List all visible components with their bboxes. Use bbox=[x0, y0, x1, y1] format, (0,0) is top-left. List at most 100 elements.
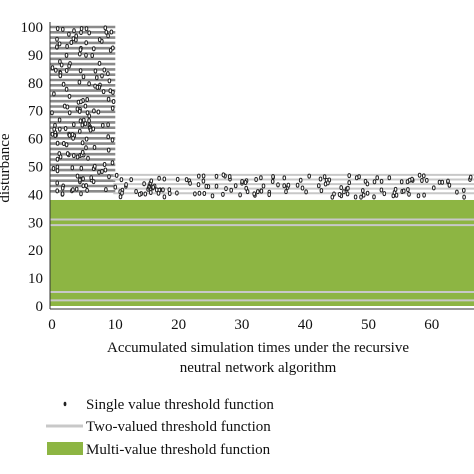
single-value-point bbox=[271, 174, 275, 180]
single-value-point bbox=[78, 118, 83, 124]
single-value-point bbox=[365, 190, 370, 196]
single-value-point bbox=[72, 28, 76, 34]
single-value-point bbox=[347, 173, 352, 179]
single-value-point bbox=[51, 166, 56, 171]
single-value-point bbox=[75, 154, 80, 160]
single-value-point bbox=[79, 165, 84, 171]
y-tick-label: 10 bbox=[28, 271, 43, 287]
single-value-point bbox=[92, 108, 96, 114]
x-tick-label: 10 bbox=[108, 317, 123, 333]
single-value-point bbox=[345, 191, 350, 197]
single-value-point bbox=[256, 189, 260, 195]
single-value-point bbox=[58, 73, 63, 79]
single-value-point bbox=[62, 141, 66, 146]
single-value-point bbox=[89, 175, 93, 181]
single-value-point bbox=[61, 81, 66, 87]
single-value-point bbox=[143, 191, 148, 197]
single-value-point bbox=[193, 191, 197, 197]
single-value-point bbox=[168, 191, 172, 196]
single-value-point bbox=[58, 59, 62, 65]
single-value-point bbox=[102, 162, 107, 167]
single-value-point bbox=[67, 31, 71, 37]
legend: Single value threshold function Two-valu… bbox=[46, 397, 274, 458]
single-value-point bbox=[372, 194, 376, 200]
single-value-point bbox=[387, 175, 392, 181]
single-value-point bbox=[462, 187, 466, 193]
single-value-point bbox=[88, 127, 93, 133]
single-value-point bbox=[243, 180, 248, 185]
single-value-point bbox=[318, 176, 323, 182]
single-value-point bbox=[60, 185, 65, 191]
single-value-point bbox=[84, 136, 89, 142]
single-value-point bbox=[157, 175, 161, 181]
single-value-point bbox=[86, 155, 90, 161]
x-axis-title-line-1: Accumulated simulation times under the r… bbox=[107, 340, 409, 356]
single-value-point bbox=[197, 173, 201, 179]
single-value-point bbox=[468, 174, 473, 180]
y-tick-label: 20 bbox=[28, 243, 43, 259]
single-value-point bbox=[54, 67, 58, 73]
single-value-point bbox=[162, 194, 167, 200]
single-value-point bbox=[210, 193, 215, 199]
single-value-point bbox=[300, 185, 305, 191]
single-value-point bbox=[72, 122, 76, 128]
single-value-point bbox=[101, 122, 105, 128]
single-value-point bbox=[261, 183, 266, 189]
single-value-point bbox=[84, 26, 89, 32]
single-value-point bbox=[84, 40, 88, 46]
single-value-point bbox=[353, 194, 358, 200]
single-value-point bbox=[79, 99, 83, 105]
single-value-point bbox=[416, 193, 421, 199]
single-value-point bbox=[119, 177, 124, 183]
single-value-point bbox=[252, 191, 256, 197]
single-value-point bbox=[432, 185, 436, 191]
single-value-point bbox=[78, 51, 82, 57]
single-value-point bbox=[55, 26, 60, 32]
axes bbox=[49, 22, 474, 310]
single-value-point bbox=[79, 26, 84, 32]
single-value-point bbox=[372, 179, 377, 185]
single-value-point bbox=[106, 147, 111, 153]
single-value-point bbox=[67, 63, 71, 69]
single-value-point bbox=[214, 173, 219, 179]
single-value-point bbox=[87, 118, 91, 124]
y-tick-label: 40 bbox=[28, 187, 43, 203]
single-value-point bbox=[55, 188, 60, 194]
single-value-point bbox=[52, 91, 56, 97]
single-value-point bbox=[100, 73, 104, 79]
single-value-point bbox=[175, 176, 180, 182]
single-value-point bbox=[330, 194, 335, 200]
single-value-point bbox=[114, 172, 119, 178]
single-value-point bbox=[221, 172, 226, 178]
single-value-point bbox=[270, 179, 275, 184]
single-value-point bbox=[156, 190, 161, 196]
single-value-point bbox=[93, 68, 98, 74]
single-value-point bbox=[402, 188, 406, 194]
single-value-point bbox=[197, 190, 202, 196]
single-value-point bbox=[151, 184, 155, 190]
single-value-point bbox=[55, 156, 60, 162]
single-value-point bbox=[417, 172, 422, 178]
y-tick-label: 80 bbox=[28, 76, 43, 92]
single-value-point bbox=[221, 191, 225, 197]
single-value-point bbox=[111, 89, 115, 95]
single-value-point bbox=[59, 62, 64, 68]
single-value-point bbox=[55, 180, 60, 186]
single-value-point bbox=[161, 187, 165, 193]
single-value-point bbox=[107, 174, 111, 180]
single-value-point bbox=[79, 191, 83, 197]
x-axis-title-line-2: neutral network algorithm bbox=[180, 360, 337, 376]
single-value-point bbox=[149, 190, 153, 195]
single-value-point bbox=[92, 46, 96, 52]
single-value-point bbox=[81, 74, 86, 80]
single-value-point bbox=[282, 183, 287, 189]
single-value-point bbox=[214, 183, 219, 189]
single-value-point bbox=[137, 191, 142, 197]
single-value-point bbox=[67, 110, 72, 116]
single-value-point bbox=[110, 105, 115, 111]
single-value-point bbox=[90, 53, 94, 58]
single-value-point bbox=[85, 97, 89, 102]
legend-item-multi-value: Multi-value threshold function bbox=[47, 442, 271, 458]
single-value-point bbox=[65, 151, 70, 157]
single-value-point bbox=[101, 89, 106, 95]
